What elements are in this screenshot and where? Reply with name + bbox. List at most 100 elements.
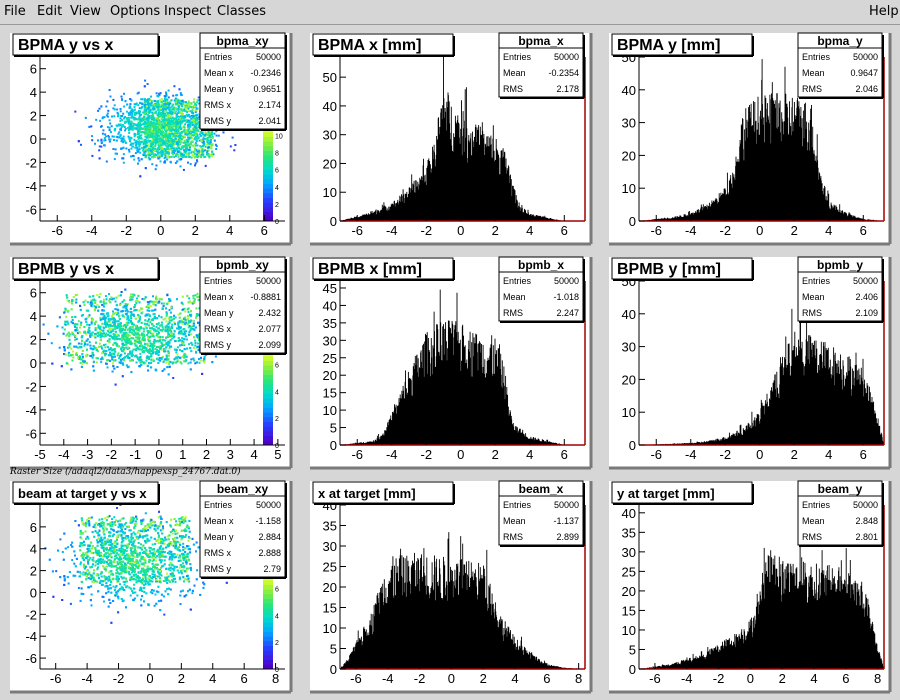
pad-bpma_x[interactable]: -6 -4 -2 0 2 4 6 0 10 20 30 40 50 BPMA x [mm] bpma_x En… <box>310 32 593 246</box>
pad-bpmb_xy[interactable]: 0 2 4 6 -5 -4 -3 -2 -1 0 1 2 3 4 5 -6 -4 -2 0 2 4 6 BPMB y vs … <box>10 256 293 470</box>
palette-cell <box>263 650 273 656</box>
y-tick-label: 10 <box>622 405 636 420</box>
stats-label: Mean x <box>204 292 234 302</box>
stats-label: Mean y <box>204 84 234 94</box>
menu-file[interactable]: File <box>4 4 26 19</box>
x-tick-label: 0 <box>756 447 763 462</box>
palette-cell <box>263 393 273 399</box>
menu-edit[interactable]: Edit <box>37 4 63 19</box>
stats-label: RMS x <box>204 324 232 334</box>
palette-cell <box>263 626 273 632</box>
y-tick-label: 40 <box>622 307 636 322</box>
palette-cell <box>263 416 273 422</box>
pad-bpmb_x[interactable]: -6 -4 -2 0 2 4 6 0 5 10 15 20 25 30 35 40 45 BPMB x [mm] b… <box>310 256 593 470</box>
x-tick-label: -6 <box>350 671 362 686</box>
y-tick-label: -2 <box>25 379 37 394</box>
menu-view[interactable]: View <box>70 4 101 19</box>
x-tick-label: -2 <box>106 447 118 462</box>
stats-label: Mean y <box>204 308 234 318</box>
menu-help[interactable]: Help <box>869 4 899 19</box>
y-tick-label: 0 <box>30 132 37 147</box>
palette-tick-label: 0 <box>275 219 279 226</box>
x-tick-label: -4 <box>685 447 697 462</box>
stats-value: 2.247 <box>556 308 579 318</box>
palette-tick-label: 4 <box>275 389 279 396</box>
x-tick-label: 8 <box>272 671 279 686</box>
palette-cell <box>263 131 273 137</box>
stats-label: Entries <box>802 500 831 510</box>
plot-area <box>42 288 243 386</box>
y-tick-label: 6 <box>30 286 37 301</box>
chart-title: BPMB y [mm] <box>617 261 721 278</box>
y-tick-label: 10 <box>323 185 337 200</box>
palette-cell <box>263 654 273 661</box>
stats-label: Mean x <box>204 516 234 526</box>
x-tick-label: 4 <box>825 447 832 462</box>
palette-cell <box>263 202 273 208</box>
x-tick-label: 6 <box>261 223 268 238</box>
stats-label: Entries <box>204 276 233 286</box>
stats-label: Mean <box>802 292 825 302</box>
pad-beam_y[interactable]: -6 -4 -2 0 2 4 6 8 0 5 10 15 20 25 30 35 40 y at target [… <box>609 480 892 694</box>
stats-label: RMS <box>503 532 523 542</box>
x-tick-label: 8 <box>874 671 881 686</box>
y-tick-label: -6 <box>25 202 37 217</box>
y-tick-label: 20 <box>323 580 337 595</box>
y-tick-label: 10 <box>323 621 337 636</box>
stats-value: 2.077 <box>258 324 281 334</box>
y-tick-label: 0 <box>330 438 337 453</box>
stats-label: RMS <box>503 308 523 318</box>
menu-inspect[interactable]: Inspect <box>164 4 212 19</box>
y-tick-label: 15 <box>622 603 636 618</box>
y-tick-label: 0 <box>30 585 37 600</box>
y-tick-label: -2 <box>25 155 37 170</box>
histogram-bars <box>639 59 884 221</box>
y-tick-label: 0 <box>629 214 636 229</box>
stats-value: 2.178 <box>556 84 579 94</box>
stats-value: 2.406 <box>855 292 878 302</box>
stats-title: bpmb_x <box>518 258 564 272</box>
root-canvas[interactable]: 0 2 4 6 8 10 -6 -4 -2 0 2 4 6 -6 -4 -2 0 2 4 6 BPMA y vs x bp… <box>0 25 900 700</box>
menu-options[interactable]: Options <box>110 4 161 19</box>
plot-area <box>639 59 884 221</box>
menu-bar: File Edit View Options Inspect Classes H… <box>0 0 900 25</box>
x-tick-label: -4 <box>386 223 398 238</box>
pad-bpma_xy[interactable]: 0 2 4 6 8 10 -6 -4 -2 0 2 4 6 -6 -4 -2 0 2 4 6 BPMA y vs x bp… <box>10 32 293 246</box>
palette-tick-label: 6 <box>275 586 279 593</box>
palette-tick-label: 8 <box>275 151 279 158</box>
palette-cell <box>263 355 273 361</box>
palette-cell <box>263 216 273 222</box>
stats-box <box>498 32 584 98</box>
palette-tick-label: 2 <box>275 202 279 209</box>
y-tick-label: 40 <box>622 506 636 521</box>
palette-cell <box>263 164 273 170</box>
x-tick-label: -3 <box>82 447 94 462</box>
y-tick-label: -4 <box>25 179 37 194</box>
stats-value: 50000 <box>554 52 579 62</box>
histogram-bars <box>639 539 884 669</box>
stats-value: 2.099 <box>258 340 281 350</box>
palette-cell <box>263 659 273 665</box>
stats-label: Mean <box>802 68 825 78</box>
palette-cell <box>263 645 273 651</box>
x-tick-label: 4 <box>250 447 257 462</box>
y-tick-label: 25 <box>323 560 337 575</box>
y-tick-label: -4 <box>25 403 37 418</box>
palette-cell <box>263 598 273 604</box>
menu-classes[interactable]: Classes <box>217 4 266 19</box>
y-tick-label: 20 <box>622 148 636 163</box>
y-tick-label: 40 <box>622 83 636 98</box>
x-tick-label: -6 <box>650 447 662 462</box>
stats-title: bpma_y <box>817 34 863 48</box>
chart-title: x at target [mm] <box>318 486 416 501</box>
y-tick-label: 25 <box>323 351 337 366</box>
x-tick-label: -2 <box>113 671 125 686</box>
pad-beam_xy[interactable]: 0 2 4 6 -6 -4 -2 0 2 4 6 8 -6 -4 -2 0 2 4 6 beam at target … <box>10 480 293 694</box>
palette-tick-label: 6 <box>275 168 279 175</box>
y-tick-label: 5 <box>330 642 337 657</box>
x-tick-label: -2 <box>120 223 132 238</box>
